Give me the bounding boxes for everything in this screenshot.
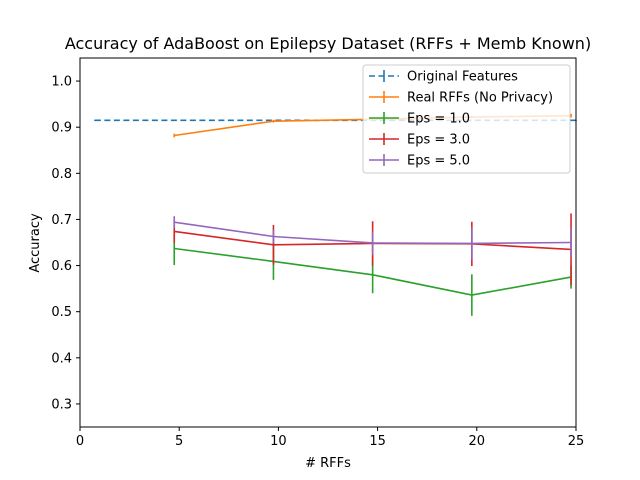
legend-box xyxy=(362,64,571,174)
data-point xyxy=(471,294,473,296)
x-tick-label: 5 xyxy=(175,434,183,449)
x-tick-label: 0 xyxy=(76,434,84,449)
legend-label: Original Features xyxy=(407,70,518,85)
data-point xyxy=(173,230,176,233)
y-axis-label: Accuracy xyxy=(28,213,43,273)
x-tick-label: 25 xyxy=(568,434,585,449)
data-point xyxy=(371,242,374,244)
x-tick-label: 15 xyxy=(369,434,386,449)
data-point xyxy=(570,114,572,117)
y-tick-label: 0.3 xyxy=(51,397,72,412)
data-point xyxy=(94,119,96,122)
legend-label: Eps = 1.0 xyxy=(407,112,470,127)
y-tick-label: 0.6 xyxy=(51,259,72,274)
y-tick-label: 0.7 xyxy=(51,213,72,228)
legend: Original Features Real RFFs (No Privacy) E… xyxy=(362,64,571,174)
legend-label: Eps = 5.0 xyxy=(407,154,470,169)
x-axis-label: # RFFs xyxy=(305,456,351,471)
series-4 xyxy=(173,216,572,260)
y-tick-label: 0.4 xyxy=(51,351,72,366)
plot-frame xyxy=(79,57,577,428)
data-point xyxy=(173,221,176,224)
data-point xyxy=(471,242,473,245)
data-point xyxy=(272,244,275,246)
legend-label: Eps = 3.0 xyxy=(407,133,470,148)
legend-label: Real RFFs (No Privacy) xyxy=(407,91,553,106)
y-tick-label: 0.9 xyxy=(51,121,72,136)
data-point xyxy=(371,273,374,276)
x-tick-label: 20 xyxy=(469,434,486,449)
data-point xyxy=(272,235,275,238)
y-tick-label: 1.0 xyxy=(51,75,72,90)
chart-title: Accuracy of AdaBoost on Epilepsy Dataset… xyxy=(65,34,591,53)
y-tick-label: 0.8 xyxy=(51,167,72,182)
y-tick-label: 0.5 xyxy=(51,305,72,320)
data-point xyxy=(272,120,275,122)
x-tick-label: 10 xyxy=(270,434,287,449)
data-point xyxy=(173,247,176,250)
data-point xyxy=(173,134,176,137)
data-point xyxy=(570,241,572,244)
